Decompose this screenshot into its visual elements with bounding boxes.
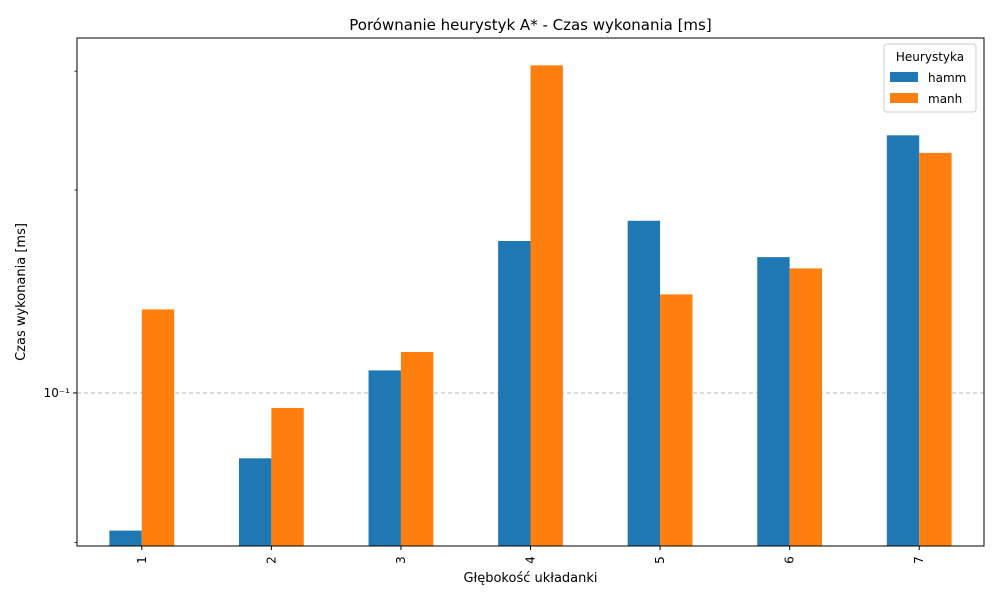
x-tick-label: 4: [524, 556, 538, 564]
x-tick-label: 2: [264, 556, 278, 564]
bar-manh-5: [660, 294, 693, 546]
bars: [109, 65, 952, 547]
bar-manh-7: [919, 152, 952, 546]
x-tick-label: 3: [394, 556, 408, 564]
y-axis-label: Czas wykonania [ms]: [14, 223, 29, 361]
x-tick-label: 1: [135, 556, 149, 564]
legend-label-manh: manh: [928, 92, 962, 106]
legend: Heurystyka hamm manh: [883, 43, 977, 113]
bar-hamm-1: [109, 530, 142, 546]
x-tick-label: 7: [912, 556, 926, 564]
bar-hamm-4: [498, 241, 531, 546]
x-tick-label: 6: [783, 556, 797, 564]
bar-manh-1: [141, 309, 175, 546]
y-tick-label: 10⁻¹: [44, 386, 71, 400]
bar-hamm-5: [627, 220, 661, 546]
chart-title: Porównanie heurystyk A* - Czas wykonania…: [349, 16, 711, 34]
bar-hamm-6: [757, 257, 790, 546]
bar-hamm-3: [368, 370, 401, 546]
legend-label-hamm: hamm: [928, 71, 966, 85]
legend-swatch-hamm: [890, 72, 918, 82]
bar-hamm-2: [238, 458, 272, 546]
bar-manh-6: [789, 268, 823, 546]
bar-hamm-7: [886, 135, 920, 547]
x-tick-label: 5: [653, 556, 667, 564]
legend-title: Heurystyka: [896, 50, 964, 64]
axes: 10⁻¹ 1 2 3 4 5 6 7: [44, 70, 926, 564]
bar-manh-4: [530, 65, 563, 547]
bar-manh-3: [400, 352, 434, 546]
bar-manh-2: [271, 407, 304, 546]
legend-swatch-manh: [890, 93, 918, 103]
x-axis-label: Głębokość układanki: [463, 571, 597, 586]
